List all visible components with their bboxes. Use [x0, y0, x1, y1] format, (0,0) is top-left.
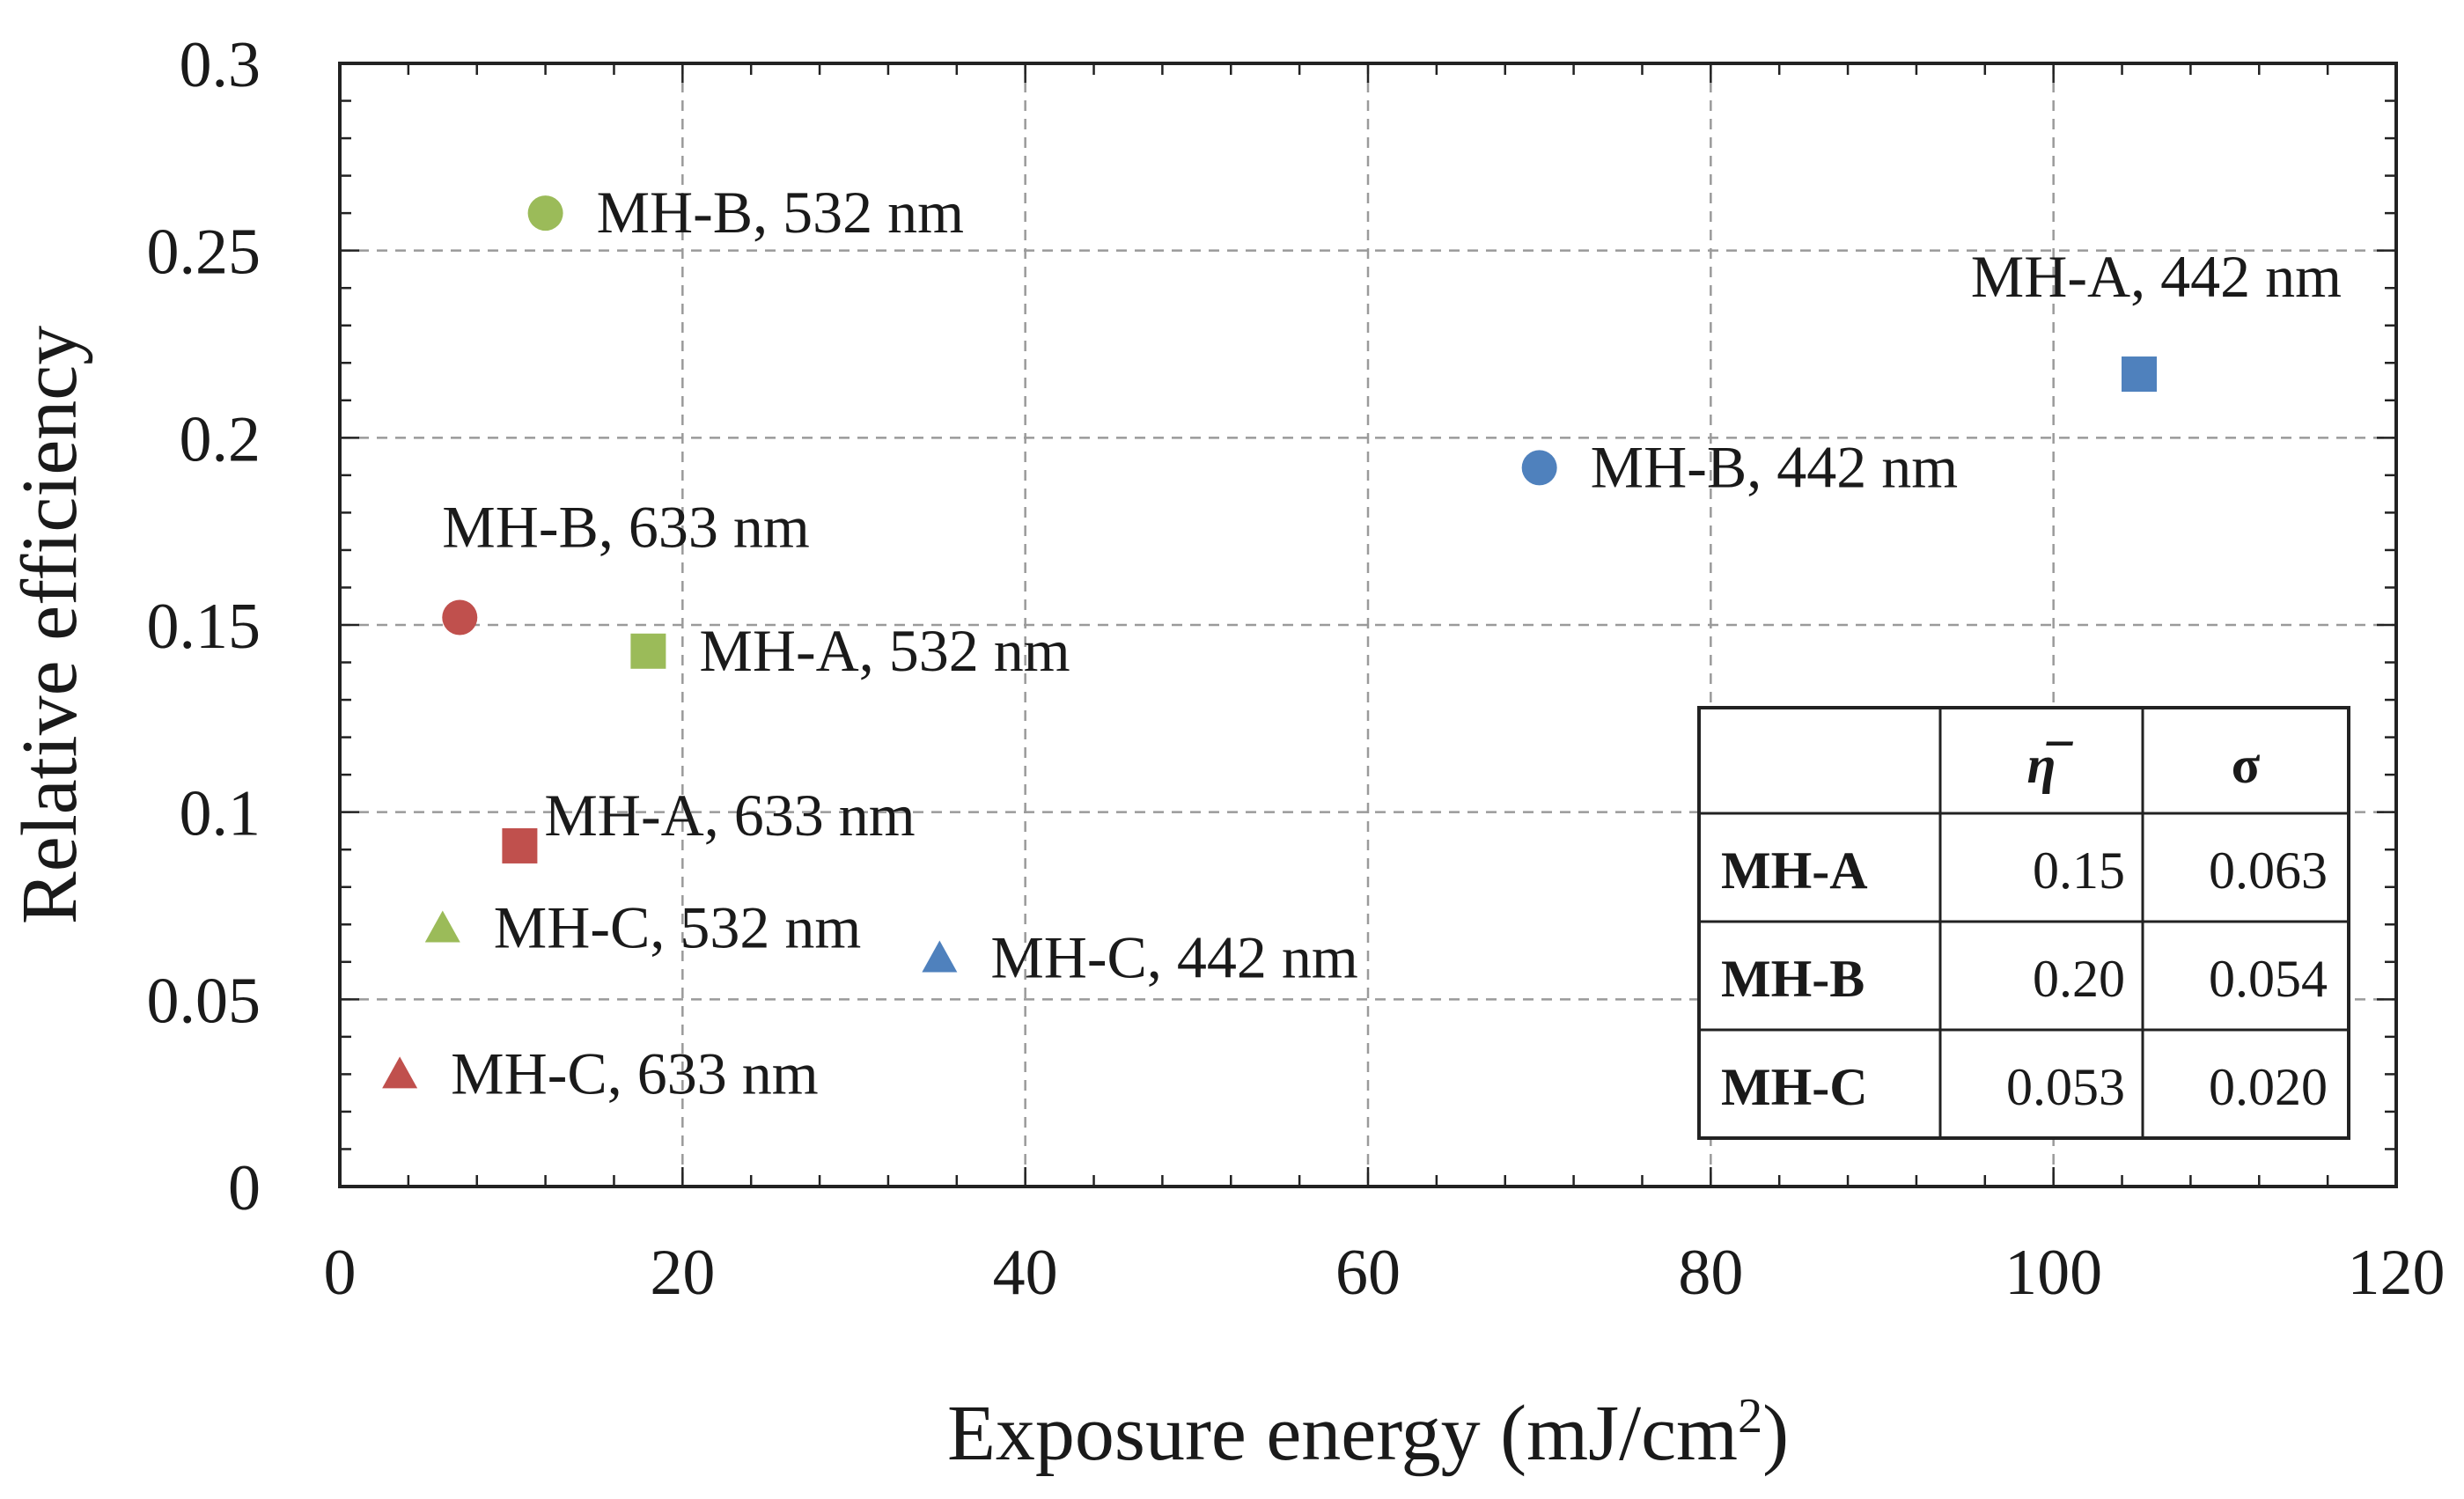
data-point: MH-A, 442 nm	[1971, 243, 2342, 393]
point-label: MH-A, 532 nm	[699, 617, 1070, 684]
table-row-label: MH-C	[1721, 1058, 1868, 1116]
table-row-label: MH-A	[1721, 841, 1868, 900]
circle-marker	[527, 195, 563, 231]
table-cell-sigma: 0.020	[2209, 1058, 2328, 1116]
point-label: MH-B, 532 nm	[597, 179, 964, 246]
y-tick-label: 0.1	[180, 778, 261, 850]
x-axis-title-suffix: )	[1762, 1390, 1789, 1477]
point-label: MH-C, 633 nm	[451, 1040, 818, 1106]
y-tick-label: 0.2	[180, 403, 261, 475]
y-axis-title: Relative efficiency	[6, 326, 93, 925]
y-tick-label: 0.15	[147, 591, 261, 663]
x-tick-label: 120	[2348, 1237, 2446, 1309]
grid	[340, 63, 2396, 1187]
x-axis-title: Exposure energy (mJ/cm2)	[947, 1389, 1789, 1477]
square-marker	[630, 633, 666, 669]
data-point: MH-C, 633 nm	[382, 1040, 819, 1106]
triangle-marker	[382, 1056, 418, 1089]
point-label: MH-C, 442 nm	[990, 924, 1357, 991]
table-row-label: MH-B	[1721, 950, 1865, 1008]
x-tick-label: 20	[650, 1237, 715, 1309]
point-label: MH-B, 633 nm	[442, 493, 809, 560]
x-axis-title-superscript: 2	[1738, 1389, 1762, 1444]
x-tick-label: 0	[324, 1237, 357, 1309]
circle-marker	[442, 599, 478, 636]
data-point: MH-B, 442 nm	[1521, 433, 1958, 500]
table-cell-sigma: 0.054	[2209, 950, 2328, 1008]
triangle-marker	[424, 910, 460, 943]
table-cell-sigma: 0.063	[2209, 841, 2328, 900]
stats-table: η̅ σ MH-A 0.15 0.063 MH-B 0.20 0.054 MH-…	[1697, 706, 2350, 1140]
y-axis-tick-labels: 0 0.05 0.1 0.15 0.2 0.25 0.3	[147, 29, 261, 1224]
table-cell-mean: 0.20	[2033, 950, 2125, 1008]
y-tick-label: 0.05	[147, 965, 261, 1037]
table-cell-mean: 0.053	[2006, 1058, 2125, 1116]
point-label: MH-C, 532 nm	[494, 894, 861, 961]
point-label: MH-A, 442 nm	[1971, 243, 2342, 310]
data-point: MH-C, 532 nm	[424, 894, 861, 961]
x-axis-tick-labels: 0 20 40 60 80 100 120	[324, 1237, 2446, 1309]
data-point: MH-A, 633 nm	[502, 782, 916, 863]
data-point: MH-A, 532 nm	[630, 617, 1070, 684]
table-header-sigma: σ	[2232, 736, 2261, 794]
y-tick-label: 0.25	[147, 217, 261, 289]
x-axis-title-main: Exposure energy (mJ/cm	[947, 1390, 1738, 1477]
data-points: MH-B, 532 nm MH-A, 442 nm MH-B, 442 nm MH-B…	[382, 179, 2342, 1106]
y-tick-label: 0.3	[180, 29, 261, 101]
square-marker	[502, 827, 538, 863]
data-point: MH-B, 532 nm	[527, 179, 964, 246]
circle-marker	[1521, 450, 1557, 486]
x-tick-label: 40	[993, 1237, 1058, 1309]
y-tick-label: 0	[228, 1152, 261, 1224]
triangle-marker	[922, 940, 958, 973]
x-tick-label: 80	[1678, 1237, 1743, 1309]
x-tick-label: 100	[2004, 1237, 2102, 1309]
point-label: MH-B, 442 nm	[1591, 433, 1958, 500]
data-point: MH-C, 442 nm	[922, 924, 1358, 991]
square-marker	[2122, 356, 2157, 393]
table-cell-mean: 0.15	[2033, 841, 2125, 900]
point-label: MH-A, 633 nm	[544, 782, 915, 849]
plot-frame	[338, 62, 2398, 1188]
x-tick-label: 60	[1335, 1237, 1401, 1309]
data-point: MH-B, 633 nm	[442, 493, 810, 636]
